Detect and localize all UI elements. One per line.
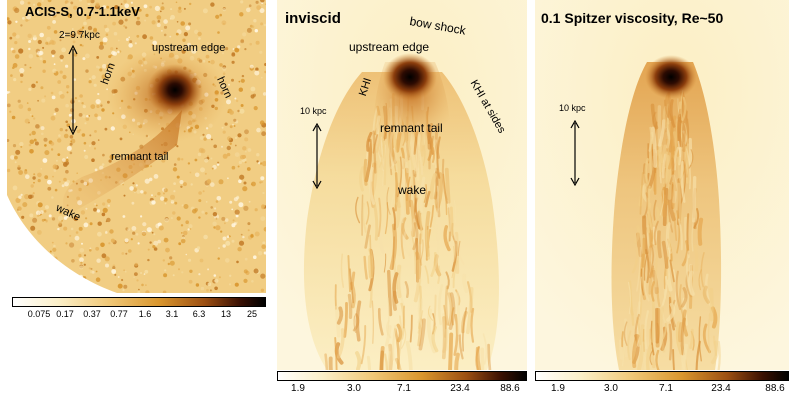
acis-colorbar-tick: 0.17	[56, 309, 74, 319]
viscous-colorbar-tick: 7.1	[659, 383, 673, 394]
viscous-title: 0.1 Spitzer viscosity, Re~50	[541, 10, 724, 26]
inviscid-scale-arrow	[312, 123, 322, 189]
acis-scale-label: 2=9.7kpc	[59, 30, 100, 41]
acis-colorbar-tick: 0.37	[83, 309, 101, 319]
acis-xray-image	[7, 0, 266, 293]
inviscid-title: inviscid	[285, 10, 341, 27]
inviscid-colorbar-tick: 7.1	[397, 383, 411, 394]
viscous-colorbar-tick: 88.6	[765, 383, 785, 394]
acis-panel: ACIS-S, 0.7-1.1keV 2=9.7kpc upstream edg…	[7, 0, 266, 293]
acis-colorbar-tick: 3.1	[165, 309, 179, 319]
acis-title: ACIS-S, 0.7-1.1keV	[25, 4, 140, 19]
acis-upstream-edge-label: upstream edge	[152, 42, 226, 54]
viscous-colorbar: 1.9 3.0 7.1 23.4 88.6	[535, 371, 789, 395]
viscous-colorbar-tick: 1.9	[551, 383, 565, 394]
acis-colorbar-strip	[12, 297, 266, 307]
inviscid-colorbar: 1.9 3.0 7.1 23.4 88.6	[277, 371, 527, 395]
inviscid-scale-label: 10 kpc	[300, 106, 327, 116]
inviscid-upstream-edge-label: upstream edge	[349, 40, 430, 54]
inviscid-colorbar-tick: 3.0	[347, 383, 361, 394]
inviscid-panel: inviscid bow shock upstream edge KHI KHI…	[277, 0, 527, 370]
viscous-colorbar-strip	[535, 371, 789, 381]
acis-colorbar-tick: 0.075	[27, 309, 51, 319]
acis-colorbar-tick: 1.6	[138, 309, 152, 319]
acis-colorbar: 0.075 0.17 0.37 0.77 1.6 3.1 6.3 13 25	[12, 297, 266, 319]
viscous-simulation-image	[535, 0, 789, 370]
acis-colorbar-tick: 13	[220, 309, 232, 319]
inviscid-remnant-tail-label: remnant tail	[380, 121, 443, 135]
viscous-colorbar-tick: 23.4	[711, 383, 731, 394]
inviscid-colorbar-tick: 23.4	[450, 383, 470, 394]
acis-remnant-tail-label: remnant tail	[111, 151, 169, 163]
acis-colorbar-tick: 6.3	[192, 309, 206, 319]
acis-scale-arrow	[68, 45, 78, 135]
inviscid-colorbar-tick: 1.9	[291, 383, 305, 394]
viscous-panel: 0.1 Spitzer viscosity, Re~50 10 kpc	[535, 0, 789, 370]
acis-colorbar-tick: 25	[246, 309, 258, 319]
acis-colorbar-tick: 0.77	[110, 309, 128, 319]
viscous-scale-arrow	[570, 120, 580, 186]
viscous-scale-label: 10 kpc	[559, 103, 586, 113]
inviscid-wake-label: wake	[398, 183, 427, 197]
inviscid-colorbar-strip	[277, 371, 527, 381]
inviscid-simulation-image	[277, 0, 527, 370]
inviscid-colorbar-tick: 88.6	[500, 383, 520, 394]
viscous-colorbar-tick: 3.0	[604, 383, 618, 394]
